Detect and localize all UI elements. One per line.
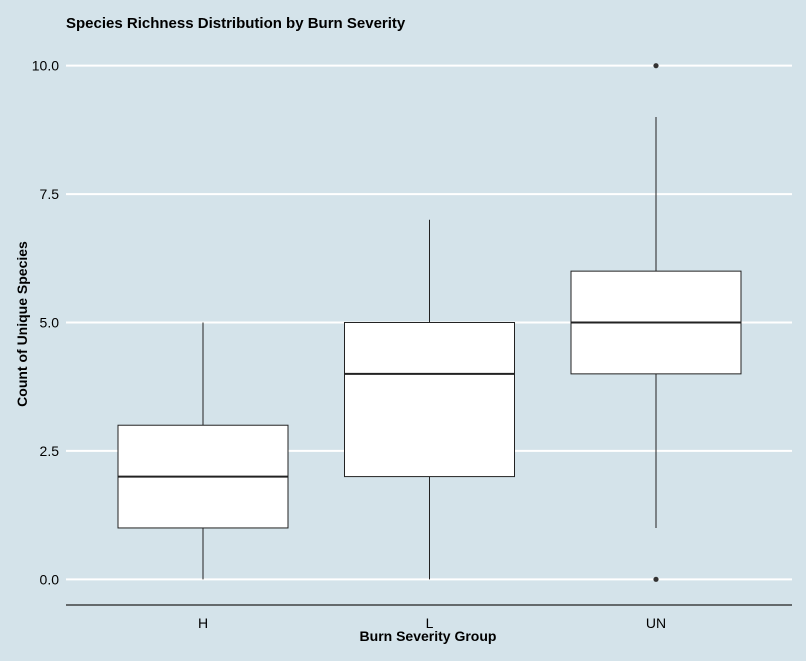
chart-title: Species Richness Distribution by Burn Se…	[66, 15, 406, 32]
x-axis-title: Burn Severity Group	[360, 628, 497, 644]
y-tick-label-1: 2.5	[40, 443, 60, 459]
box-L	[344, 219, 515, 580]
x-tick-labels: H L UN	[198, 615, 666, 631]
box-UN	[570, 63, 742, 582]
box-H	[117, 322, 289, 580]
boxes	[117, 63, 742, 582]
x-tick-label-H: H	[198, 615, 208, 631]
y-tick-label-0: 0.0	[40, 571, 60, 587]
iqr-box-L	[344, 322, 515, 478]
outlier-point-UN-1	[653, 63, 659, 69]
x-tick-label-UN: UN	[646, 615, 666, 631]
outlier-point-UN-0	[653, 576, 659, 582]
y-tick-label-2: 5.0	[40, 315, 60, 331]
x-tick-label-L: L	[426, 615, 434, 631]
y-tick-label-4: 10.0	[32, 58, 59, 74]
y-tick-label-3: 7.5	[40, 186, 60, 202]
y-axis-title: Count of Unique Species	[14, 241, 30, 407]
y-tick-labels: 0.0 2.5 5.0 7.5 10.0	[32, 58, 59, 588]
